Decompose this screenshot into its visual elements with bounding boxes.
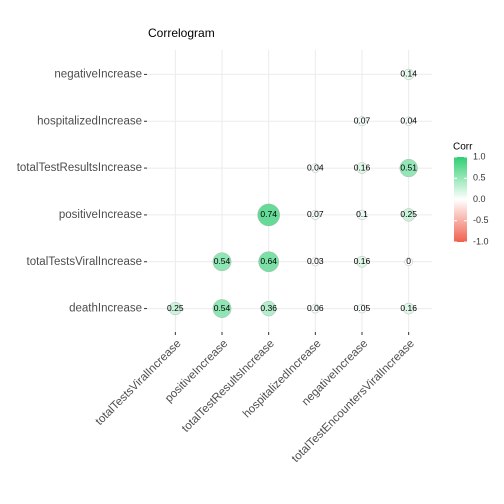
value-label: 0 [406, 256, 411, 266]
value-label: 0.07 [354, 116, 371, 126]
corr-circle [310, 303, 321, 314]
x-tick-label: totalTestsViralIncrease [93, 338, 183, 428]
value-label: 0.06 [307, 303, 324, 313]
corr-circle [356, 209, 368, 221]
y-tick-label: hospitalizedIncrease [37, 115, 142, 127]
corr-circle [404, 257, 413, 266]
value-label: 0.74 [260, 209, 277, 219]
legend-label: -0.5 [473, 215, 489, 225]
legend-label: 0.5 [473, 173, 486, 183]
value-label: 0.25 [400, 209, 417, 219]
corr-circle [403, 68, 415, 80]
corr-circle [404, 116, 414, 126]
corr-circle [310, 210, 321, 220]
corr-circle [168, 302, 182, 316]
corr-circle [356, 256, 368, 268]
legend-label: -1.0 [473, 236, 489, 246]
value-label: 0.36 [260, 303, 277, 313]
value-label: 0.07 [307, 209, 324, 219]
value-label: 0.04 [307, 162, 324, 172]
corr-circle [357, 116, 367, 127]
y-tick-label: positiveIncrease [59, 209, 142, 221]
value-label: 0.51 [400, 162, 417, 172]
y-tick-label: negativeIncrease [54, 68, 142, 80]
value-label: 0.03 [307, 256, 324, 266]
corr-circle [258, 251, 279, 273]
value-label: 0.16 [400, 303, 417, 313]
value-label: 0.1 [356, 209, 368, 219]
corr-circle [257, 203, 280, 227]
value-label: 0.16 [354, 256, 371, 266]
value-label: 0.16 [354, 162, 371, 172]
value-label: 0.64 [260, 256, 277, 266]
x-tick-label: totalTestResultsIncrease [180, 338, 277, 435]
y-tick-label: totalTestsViralIncrease [27, 256, 142, 268]
corr-circle [310, 257, 320, 267]
corr-circle [357, 303, 367, 314]
legend-label: 0.0 [473, 194, 486, 204]
corr-circle [402, 302, 415, 315]
legend-title: Corr [453, 142, 473, 153]
corr-circle [212, 252, 232, 272]
corr-circle [310, 163, 320, 173]
legend-label: 1.0 [473, 151, 486, 161]
value-label: 0.54 [214, 303, 231, 313]
value-label: 0.05 [354, 303, 371, 313]
corr-circle [399, 159, 418, 178]
chart-title: Correlogram [148, 26, 215, 40]
value-label: 0.25 [167, 303, 184, 313]
corr-circle [402, 208, 416, 222]
value-label: 0.14 [400, 69, 417, 79]
panel [147, 50, 432, 332]
corr-circle [261, 300, 277, 317]
y-tick-label: totalTestResultsIncrease [17, 162, 142, 174]
y-tick-label: deathIncrease [69, 303, 142, 315]
x-tick-label: hospitalizedIncrease [241, 338, 324, 421]
colorbar [454, 157, 467, 242]
corr-circle [212, 299, 232, 318]
value-label: 0.54 [214, 256, 231, 266]
corr-circle [356, 162, 368, 174]
value-label: 0.04 [400, 116, 417, 126]
